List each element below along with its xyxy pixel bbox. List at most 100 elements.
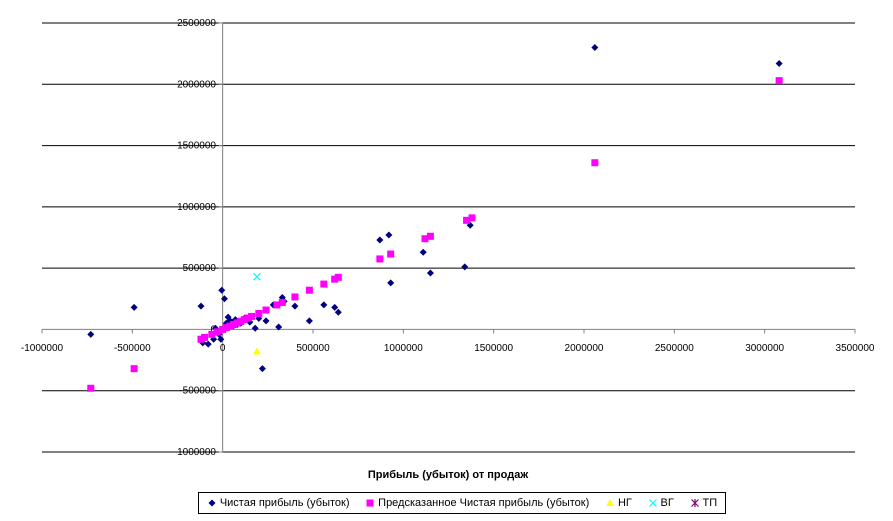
data-point <box>240 316 248 324</box>
data-point <box>331 275 339 283</box>
legend-marker-shape <box>208 499 216 507</box>
y-tick-label: 500000 <box>183 263 217 274</box>
data-points <box>87 44 783 392</box>
x-tick-label: 1500000 <box>474 343 513 354</box>
data-point <box>320 301 328 309</box>
legend-item: ТП <box>690 497 718 509</box>
data-point <box>130 365 138 373</box>
data-point <box>252 347 261 355</box>
data-point <box>222 324 230 332</box>
data-point <box>775 59 783 67</box>
data-point <box>201 333 209 341</box>
legend-item: Предсказанное Чистая прибыль (убыток) <box>365 497 589 509</box>
x-tick-label: -500000 <box>114 343 151 354</box>
data-point <box>334 308 342 316</box>
data-point <box>387 250 395 258</box>
data-point <box>218 286 226 294</box>
data-point <box>305 286 313 294</box>
data-point <box>591 44 599 52</box>
data-point <box>213 328 221 336</box>
legend-marker-shape <box>690 499 699 507</box>
data-point <box>230 321 238 329</box>
data-point <box>334 273 342 281</box>
y-tick-label: 2000000 <box>177 79 216 90</box>
data-point <box>387 279 395 287</box>
data-point <box>463 216 471 224</box>
x-tick-label: 3500000 <box>836 343 875 354</box>
legend-item: ВГ <box>648 497 674 509</box>
legend-label: ТП <box>702 497 718 509</box>
data-point <box>305 317 313 325</box>
x-axis-label: Прибыль (убыток) от продаж <box>368 469 528 481</box>
data-point <box>208 330 216 338</box>
data-point <box>262 317 270 325</box>
data-point <box>331 303 339 311</box>
data-point <box>255 309 263 317</box>
data-point <box>253 272 261 281</box>
legend-item: НГ <box>605 497 632 509</box>
x-tick-label: 500000 <box>296 343 330 354</box>
chart-legend: Чистая прибыль (убыток) Предсказанное Чис… <box>198 492 726 514</box>
data-point <box>204 340 212 348</box>
y-tick-label: 2500000 <box>177 18 216 29</box>
y-tick-label: 1500000 <box>177 141 216 152</box>
x-tick-label: 0 <box>220 343 226 354</box>
data-point <box>291 293 299 301</box>
data-point <box>775 77 783 85</box>
legend-label: Чистая прибыль (убыток) <box>219 497 350 509</box>
data-point <box>278 298 286 306</box>
legend-label: НГ <box>617 497 632 509</box>
axes <box>41 22 856 453</box>
y-tick-label: 0 <box>210 324 216 335</box>
data-point <box>419 248 427 256</box>
star-marker-icon <box>690 499 699 507</box>
x-tick-label: 2500000 <box>655 343 694 354</box>
series-1 <box>87 44 783 373</box>
series-2 <box>87 77 783 392</box>
legend-marker-shape <box>366 499 374 507</box>
data-point <box>468 214 476 222</box>
data-point <box>591 159 599 167</box>
data-point <box>220 295 228 303</box>
data-point <box>275 323 283 331</box>
data-point <box>251 324 259 332</box>
grid-lines <box>42 22 855 453</box>
data-point <box>291 302 299 310</box>
data-point <box>385 231 393 239</box>
x-marker-icon <box>648 499 657 507</box>
data-point <box>219 325 227 333</box>
legend-marker-shape <box>605 499 614 506</box>
y-tick-label: -1000000 <box>174 447 217 458</box>
data-point <box>376 236 384 244</box>
series-4 <box>253 272 261 281</box>
data-point <box>258 365 266 373</box>
data-point <box>320 280 328 288</box>
data-point <box>426 232 434 240</box>
data-point <box>237 317 245 325</box>
legend-label: ВГ <box>660 497 674 509</box>
data-point <box>376 255 384 263</box>
diamond-marker-icon <box>208 499 216 507</box>
data-point <box>197 335 205 343</box>
x-tick-label: -1000000 <box>21 343 64 354</box>
x-tick-label: 1000000 <box>384 343 423 354</box>
tick-labels: 2500000 2000000 1500000 1000000 500000 0 -5000… <box>21 18 875 458</box>
data-point <box>421 235 429 243</box>
data-point <box>426 269 434 277</box>
data-point <box>217 335 225 343</box>
legend-item: Чистая прибыль (убыток) <box>207 497 350 509</box>
data-point <box>262 306 270 314</box>
series-3 <box>252 347 261 355</box>
data-point <box>273 301 281 309</box>
y-tick-label: 1000000 <box>177 202 216 213</box>
data-point <box>248 312 256 320</box>
triangle-marker-icon <box>605 499 614 506</box>
data-point <box>226 322 234 330</box>
data-point <box>130 303 138 311</box>
data-point <box>197 302 205 310</box>
legend-marker-shape <box>648 499 657 507</box>
legend-label: Предсказанное Чистая прибыль (убыток) <box>378 497 590 509</box>
data-point <box>233 319 241 327</box>
data-point <box>244 314 252 322</box>
